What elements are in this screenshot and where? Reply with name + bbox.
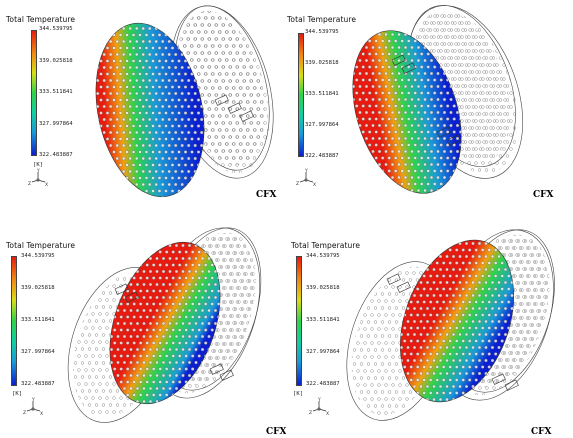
color-legend-bar [31,30,37,156]
legend-tick-max: 344.539795 [306,253,340,259]
baffle-outline [239,110,254,122]
legend-tick-min: 322.483887 [306,381,340,387]
baffle-outline [401,62,416,74]
temperature-contour-plot [345,0,524,194]
axis-triad-icon: Y Z X [23,397,43,417]
legend-tick-3: 333.511841 [21,317,55,323]
legend-tick-4: 327.997864 [306,349,340,355]
baffle-outline [446,134,461,146]
temperature-contour-plot [67,223,262,423]
svg-text:X: X [313,182,316,188]
contour-panel-top-left: Total Temperature 344.539795 339.025818 … [0,0,286,219]
cfx-logo-text: CFX [531,427,552,437]
legend-title: Total Temperature [6,15,76,24]
svg-text:Z: Z [28,181,31,187]
legend-tick-2: 339.025818 [39,58,73,64]
legend-tick-min: 322.483887 [39,152,73,158]
legend-tick-4: 327.997864 [39,121,73,127]
svg-text:Z: Z [296,181,299,187]
legend-tick-max: 344.539795 [21,253,55,259]
color-legend-bar [296,256,302,386]
baffle-outline [391,54,406,66]
legend-title: Total Temperature [291,241,361,250]
svg-text:Z: Z [23,410,26,416]
baffle-outline [504,379,519,391]
cfx-logo-text: CFX [256,190,277,200]
baffle-outline [219,369,234,381]
color-legend-bar [11,256,17,386]
baffle-outline [114,283,129,295]
legend-tick-3: 333.511841 [306,317,340,323]
legend-tick-2: 339.025818 [305,60,339,66]
temperature-contour-plot [86,2,274,200]
svg-text:X: X [45,182,48,188]
svg-text:Y: Y [304,168,308,174]
legend-tick-3: 333.511841 [39,89,73,95]
axis-triad-icon: YZ X [309,397,329,417]
legend-tick-4: 327.997864 [305,122,339,128]
legend-tick-2: 339.025818 [306,285,340,291]
svg-text:X: X [40,411,43,417]
legend-tick-3: 333.511841 [305,91,339,97]
legend-unit: [K] [33,162,44,168]
legend-title: Total Temperature [6,241,76,250]
baffle-outline [124,291,139,303]
legend-tick-min: 322.483887 [21,381,55,387]
legend-tick-max: 344.539795 [305,29,339,35]
axis-triad-icon: Y Z X [296,168,316,188]
svg-text:Y: Y [36,168,40,174]
contour-panel-top-right: Total Temperature 344.539795 339.025818 … [287,0,573,219]
legend-title: Total Temperature [287,15,357,24]
legend-tick-min: 322.483887 [305,153,339,159]
contour-panel-bottom-left: Total Temperature 344.539795 339.025818 … [0,219,286,438]
baffle-outline [396,281,411,293]
legend-tick-4: 327.997864 [21,349,55,355]
baffle-outline [491,373,506,385]
svg-text:Y: Y [31,397,35,403]
cfx-logo-text: CFX [533,190,554,200]
baffle-outline [386,273,401,285]
contour-panel-bottom-right: Total Temperature 344.539795 339.025818 … [287,219,573,438]
legend-unit: [K] [293,391,304,397]
baffle-outline [436,126,451,138]
legend-tick-max: 344.539795 [39,26,73,32]
color-legend-bar [298,33,304,157]
temperature-contour-plot [346,225,555,422]
legend-unit: [K] [12,391,23,397]
cfx-logo-text: CFX [266,427,286,437]
baffle-outline [209,363,224,375]
legend-tick-2: 339.025818 [21,285,55,291]
axis-triad-icon: Y Z X [28,168,48,188]
baffle-outline [214,94,229,106]
baffle-outline [227,102,242,114]
